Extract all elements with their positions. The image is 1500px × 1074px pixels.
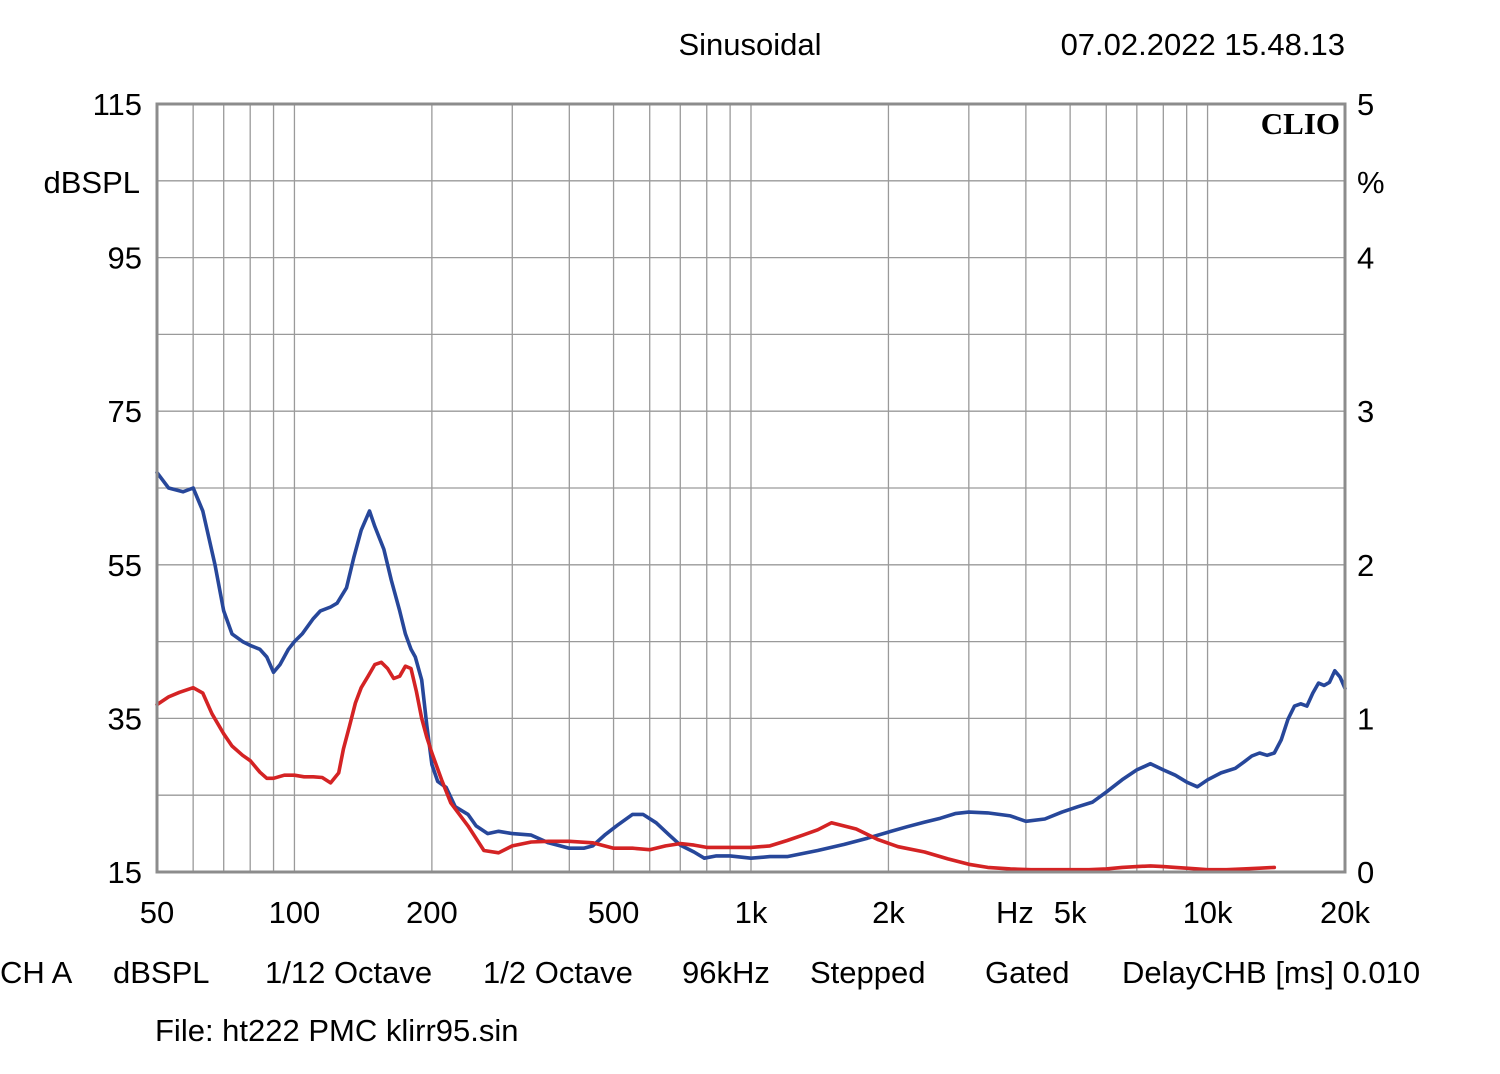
series-line-red [155,660,1277,872]
footer-window: Gated [985,955,1069,990]
y-right-tick-label: 0 [1357,855,1374,890]
x-tick-label: 2k [872,895,905,930]
series-layer [155,470,1347,872]
y-left-tick-label: 95 [108,241,142,276]
footer-file: File: ht222 PMC klirr95.sin [155,1013,519,1048]
footer-mode: Stepped [810,955,926,990]
x-tick-label: 5k [1054,895,1087,930]
footer-unit: dBSPL [113,955,210,990]
y-axis-right-ticks: 0 1 2 3 4 5 [1357,87,1374,890]
footer-channel: CH A [0,955,73,990]
y-right-tick-label: 4 [1357,241,1374,276]
timestamp: 07.02.2022 15.48.13 [1061,27,1345,62]
y-left-tick-label: 75 [108,394,142,429]
y-left-tick-label: 35 [108,701,142,736]
footer-info: CH A dBSPL 1/12 Octave 1/2 Octave 96kHz … [0,955,1420,1048]
y-right-tick-label: 5 [1357,87,1374,122]
y-left-tick-label: 115 [93,87,142,122]
y-axis-left-unit: dBSPL [43,165,140,200]
x-tick-label: 20k [1320,895,1370,930]
y-axis-right-unit: % [1357,165,1385,200]
footer-resolution: 1/12 Octave [265,955,432,990]
y-axis-left-ticks: 15 35 55 75 95 115 [93,87,142,890]
footer-sample-rate: 96kHz [682,955,770,990]
plot-frame [155,102,1347,874]
x-tick-label: 50 [140,895,174,930]
x-axis-ticks: 50 100 200 500 1k 2k 5k 10k 20k [140,895,1371,930]
y-right-tick-label: 2 [1357,548,1374,583]
x-tick-label: 200 [406,895,458,930]
x-tick-label: 10k [1183,895,1233,930]
y-right-tick-label: 1 [1357,701,1374,736]
clio-brand-logo: CLIO [1261,106,1340,141]
x-tick-label: 500 [588,895,640,930]
footer-delay: DelayCHB [ms] 0.010 [1122,955,1420,990]
series-line-blue [155,470,1347,860]
x-tick-label: 100 [269,895,321,930]
chart-title: Sinusoidal [678,27,821,62]
y-left-tick-label: 55 [108,548,142,583]
x-tick-label: 1k [735,895,768,930]
footer-smoothing: 1/2 Octave [483,955,633,990]
x-axis-unit: Hz [996,895,1034,930]
grid [157,104,1345,872]
y-right-tick-label: 3 [1357,394,1374,429]
y-left-tick-label: 15 [108,855,142,890]
